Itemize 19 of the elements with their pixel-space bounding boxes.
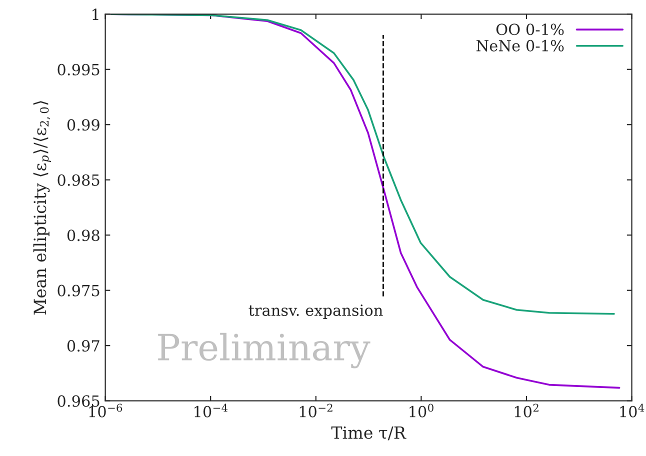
y-tick-label: 0.965: [58, 395, 100, 407]
y-axis-title: Mean ellipticity ⟨ε$_{p}$⟩/⟨ε$_{2,0}$⟩: [33, 101, 51, 315]
x-tick-label: 10$^{2}$: [514, 404, 538, 418]
annotation: Preliminary: [158, 332, 370, 368]
ref-line-label: transv. expansion: [248, 304, 383, 319]
y-tick-label: 0.995: [58, 64, 100, 76]
y-tick-label: 0.98: [67, 230, 100, 242]
legend-label: NeNe 0-1%: [476, 40, 564, 52]
y-tick-label: 0.975: [58, 284, 100, 296]
x-axis-title: Time τ/R: [331, 426, 406, 440]
x-tick-label: 10$^{−4}$: [194, 404, 228, 418]
y-tick-label: 0.99: [67, 119, 100, 131]
y-tick-label: 0.985: [58, 174, 100, 186]
y-tick-label: 0.97: [67, 340, 100, 352]
x-tick-label: 10$^{0}$: [410, 404, 434, 418]
x-tick-label: 10$^{−2}$: [300, 404, 332, 418]
y-tick-label: 1: [92, 8, 98, 20]
x-tick-label: 10$^{4}$: [620, 404, 644, 418]
legend-label: OO 0-1%: [496, 24, 564, 36]
